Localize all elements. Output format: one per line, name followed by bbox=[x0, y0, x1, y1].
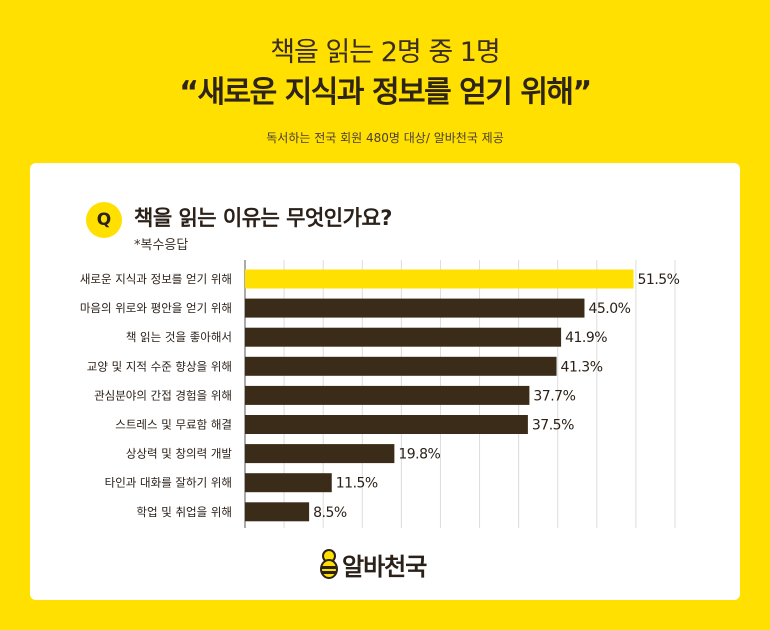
question-text: 책을 읽는 이유는 무엇인가요? bbox=[134, 206, 392, 230]
category-label: 타인과 대화를 잘하기 위해 bbox=[105, 476, 232, 490]
bar bbox=[245, 269, 634, 289]
brand-name: 알바천국 bbox=[342, 552, 427, 581]
brand-logo: 알바천국 bbox=[318, 548, 427, 581]
bar bbox=[245, 327, 562, 347]
category-label: 관심분야의 간접 경험을 위해 bbox=[94, 388, 232, 402]
value-label: 11.5% bbox=[336, 476, 378, 492]
subhead: “새로운 지식과 정보를 얻기 위해” bbox=[179, 75, 592, 110]
chart-card bbox=[30, 163, 740, 600]
value-label: 37.5% bbox=[532, 418, 574, 434]
bar bbox=[245, 502, 310, 522]
category-label: 마음의 위로와 평안을 얻기 위해 bbox=[80, 301, 232, 315]
category-label: 새로운 지식과 정보를 얻기 위해 bbox=[80, 272, 232, 286]
category-label: 상상력 및 창의력 개발 bbox=[126, 447, 233, 461]
value-label: 51.5% bbox=[638, 272, 680, 288]
value-label: 19.8% bbox=[398, 447, 440, 463]
value-label: 41.3% bbox=[561, 359, 603, 375]
multiple-response-note: *복수응답 bbox=[134, 238, 189, 253]
headline: 책을 읽는 2명 중 1명 bbox=[270, 37, 501, 68]
category-label: 교양 및 지적 수준 향상을 위해 bbox=[87, 359, 232, 373]
category-label: 책 읽는 것을 좋아해서 bbox=[126, 330, 232, 344]
value-label: 45.0% bbox=[588, 301, 630, 317]
category-label: 스트레스 및 무료함 해결 bbox=[115, 418, 232, 432]
value-label: 37.7% bbox=[533, 388, 575, 404]
bar bbox=[245, 298, 585, 318]
bee-icon bbox=[320, 549, 338, 579]
category-label: 학업 및 취업을 위해 bbox=[136, 505, 232, 519]
bar bbox=[245, 415, 528, 434]
value-label: 8.5% bbox=[313, 505, 347, 521]
source-note: 독서하는 전국 회원 480명 대상/ 알바천국 제공 bbox=[266, 131, 504, 145]
bar bbox=[245, 444, 395, 464]
question-badge: Q bbox=[86, 202, 122, 238]
bar bbox=[245, 385, 530, 405]
bar bbox=[245, 473, 332, 493]
value-label: 41.9% bbox=[565, 330, 607, 346]
bar bbox=[245, 356, 557, 376]
